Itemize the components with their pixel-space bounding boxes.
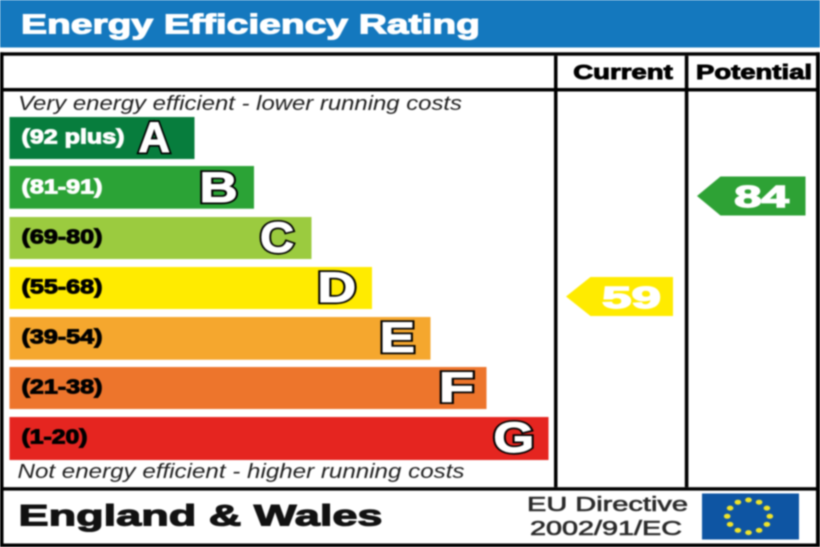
svg-text:Not energy efficient - higher: Not energy efficient - higher running co…	[18, 461, 465, 483]
svg-text:E: E	[380, 314, 415, 362]
svg-text:F: F	[439, 364, 474, 412]
svg-text:G: G	[493, 414, 534, 462]
svg-text:A: A	[139, 114, 170, 162]
svg-text:D: D	[317, 264, 356, 312]
svg-text:Energy Efficiency Rating: Energy Efficiency Rating	[21, 9, 480, 40]
svg-text:59: 59	[602, 280, 661, 315]
svg-text:(69-80): (69-80)	[22, 226, 103, 249]
svg-text:(81-91): (81-91)	[22, 176, 103, 199]
svg-text:F: F	[439, 364, 474, 412]
svg-text:(39-54): (39-54)	[22, 326, 103, 349]
svg-text:E: E	[380, 314, 415, 362]
svg-text:2002/91/EC: 2002/91/EC	[530, 518, 682, 540]
svg-text:C: C	[260, 214, 294, 262]
svg-text:C: C	[260, 214, 294, 262]
svg-text:Potential: Potential	[696, 62, 812, 84]
svg-text:D: D	[317, 264, 356, 312]
svg-text:(92 plus): (92 plus)	[22, 126, 125, 149]
svg-text:Current: Current	[573, 62, 673, 84]
svg-text:(55-68): (55-68)	[22, 276, 103, 299]
svg-text:B: B	[199, 164, 237, 212]
svg-text:Very energy efficient - lower: Very energy efficient - lower running co…	[18, 93, 462, 115]
svg-text:G: G	[493, 414, 534, 462]
svg-text:B: B	[199, 164, 237, 212]
svg-text:84: 84	[734, 179, 790, 214]
svg-text:EU Directive: EU Directive	[527, 494, 688, 516]
svg-text:(1-20): (1-20)	[22, 426, 88, 449]
svg-text:England & Wales: England & Wales	[19, 500, 383, 533]
svg-text:A: A	[139, 114, 170, 162]
svg-text:(21-38): (21-38)	[22, 376, 103, 399]
